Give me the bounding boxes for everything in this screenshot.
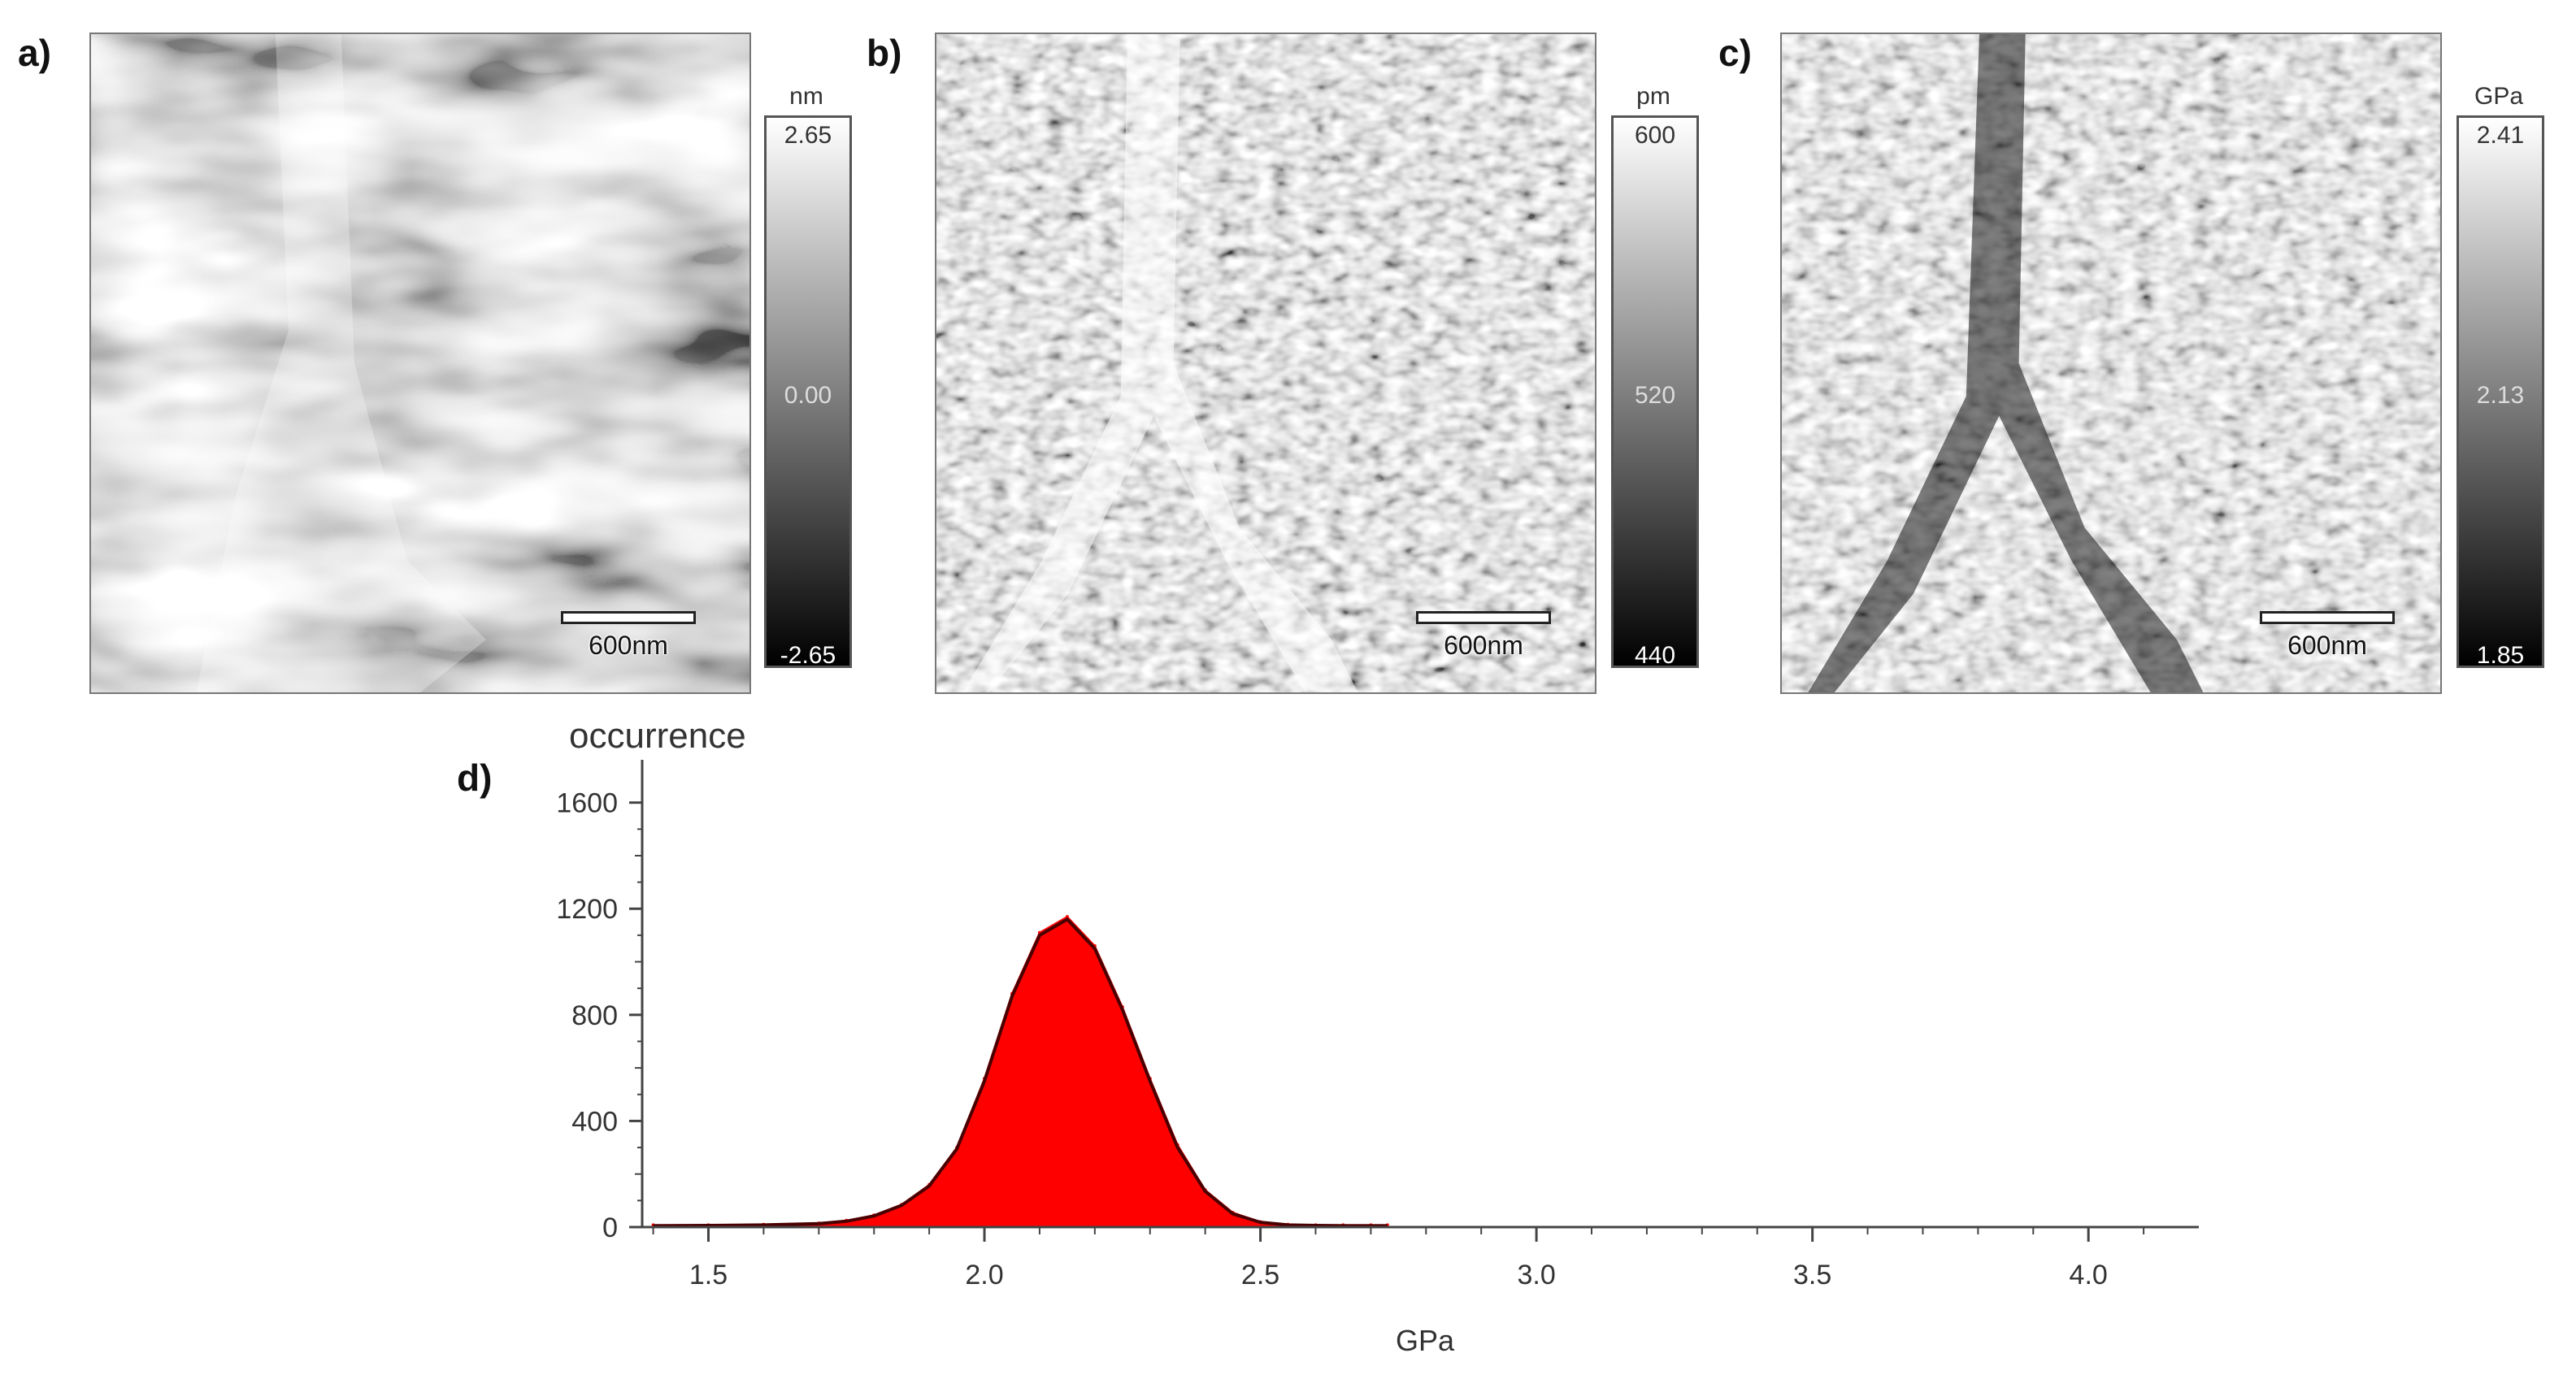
panel-c-colorbar xyxy=(2457,115,2544,668)
panel-a-height-image xyxy=(89,33,751,694)
panel-c-colorbar-unit: GPa xyxy=(2474,83,2524,110)
panel-c-scalebar-label: 600nm xyxy=(2287,631,2367,660)
panel-c-colorbar-min: 1.85 xyxy=(2476,642,2525,669)
panel-a-colorbar-unit: nm xyxy=(789,83,823,110)
panel-c-scalebar xyxy=(2260,611,2395,624)
x-tick-label: 2.5 xyxy=(1241,1260,1279,1290)
y-tick-label: 0 xyxy=(602,1212,618,1243)
panel-b-colorbar-min: 440 xyxy=(1634,642,1676,669)
panel-a-scalebar-label: 600nm xyxy=(589,631,668,660)
y-tick-label: 1600 xyxy=(556,788,618,819)
y-tick-label: 400 xyxy=(571,1106,618,1137)
gaussian-fit-line xyxy=(653,917,1388,1228)
y-tick-label: 1200 xyxy=(556,894,618,925)
panel-a-colorbar-max: 2.65 xyxy=(784,122,832,149)
panel-b-colorbar-unit: pm xyxy=(1636,83,1670,110)
x-axis-label: GPa xyxy=(1396,1324,1455,1357)
panel-c-label: c) xyxy=(1718,32,1752,74)
x-tick-label: 4.0 xyxy=(2070,1260,2108,1290)
x-tick-label: 1.5 xyxy=(689,1260,728,1290)
x-tick-label: 3.5 xyxy=(1793,1260,1831,1290)
panel-b-amplitude-image xyxy=(935,33,1596,694)
panel-b-colorbar xyxy=(1611,115,1699,668)
panel-d-label: d) xyxy=(457,757,493,799)
panel-a-colorbar-mid: 0.00 xyxy=(784,382,832,409)
histogram-bin-point xyxy=(1065,915,1069,918)
panel-b-colorbar-max: 600 xyxy=(1634,122,1676,149)
y-axis-label: occurrence xyxy=(569,716,746,756)
panel-b-scalebar-label: 600nm xyxy=(1444,631,1523,660)
x-tick-label: 3.0 xyxy=(1517,1260,1555,1290)
panel-c-colorbar-max: 2.41 xyxy=(2476,122,2525,149)
panel-a-scalebar xyxy=(561,611,696,624)
y-tick-label: 800 xyxy=(571,1000,618,1031)
panel-a-label: a) xyxy=(18,32,51,74)
panel-c-colorbar-mid: 2.13 xyxy=(2476,382,2525,409)
panel-a-colorbar xyxy=(764,115,852,668)
panel-c-modulus-image xyxy=(1780,33,2442,694)
panel-b-colorbar-mid: 520 xyxy=(1634,382,1676,409)
panel-b-label: b) xyxy=(867,32,902,74)
x-tick-label: 2.0 xyxy=(965,1260,1003,1290)
panel-a-colorbar-min: -2.65 xyxy=(780,642,836,669)
panel-b-scalebar xyxy=(1416,611,1551,624)
histogram-series-0 xyxy=(652,915,1388,1228)
